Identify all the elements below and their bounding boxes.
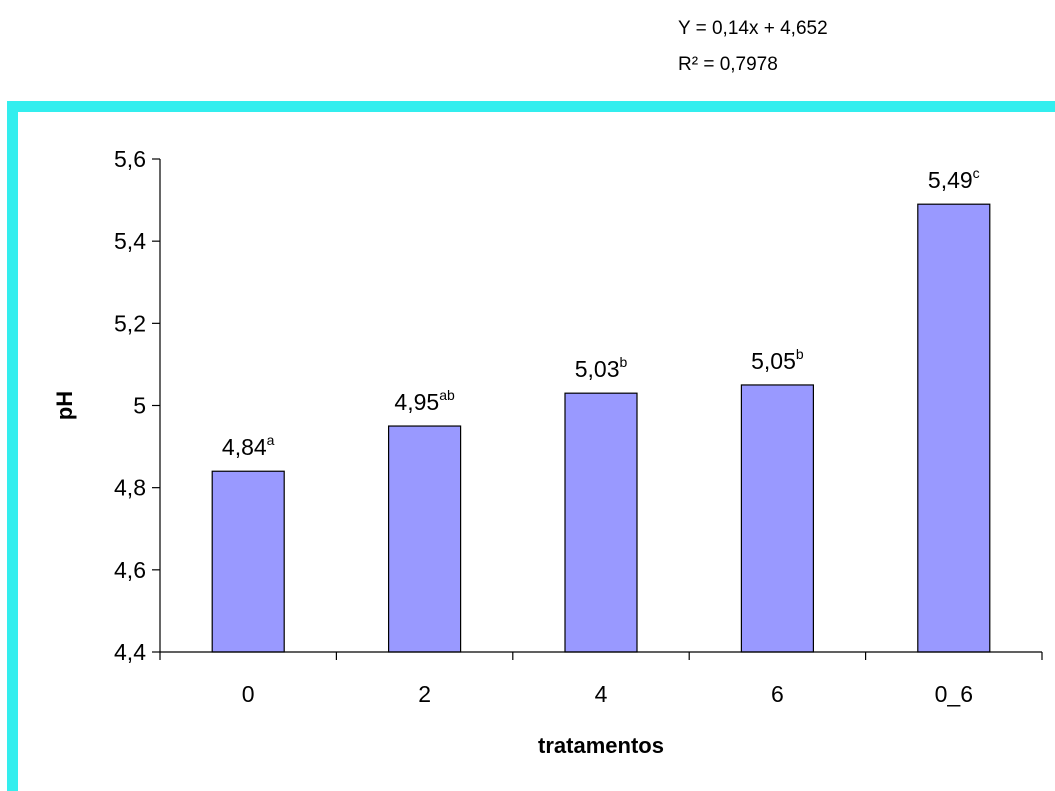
x-tick-label: 0: [242, 681, 255, 707]
bar-value-label: 5,49c: [928, 165, 980, 193]
y-tick-label: 4,4: [114, 639, 146, 665]
y-tick-label: 5,6: [114, 146, 146, 172]
bar-0: [211, 470, 285, 653]
x-tick-label: 4: [595, 681, 608, 707]
bar-0_6: [917, 203, 991, 653]
y-axis-ticks: 4,4 4,6 4,8 5 5,2 5,4 5,6: [114, 146, 160, 665]
bar-2: [388, 425, 462, 653]
x-tick-label: 6: [771, 681, 784, 707]
frame-border-left: [7, 101, 18, 791]
bar-value-label: 4,84a: [222, 432, 275, 460]
bars: [211, 203, 991, 653]
x-tick-label: 0_6: [935, 681, 973, 707]
regression-equation: Y = 0,14x + 4,652: [678, 18, 828, 39]
x-axis-title: tratamentos: [538, 733, 664, 758]
x-axis-ticks: 0 2 4 6 0_6: [159, 652, 1043, 707]
x-tick-label: 2: [418, 681, 431, 707]
y-tick-label: 4,6: [114, 557, 146, 583]
y-tick-label: 5,4: [114, 228, 146, 254]
r-squared-label: R² = 0,7978: [678, 54, 778, 75]
y-tick-label: 5,2: [114, 310, 146, 336]
y-tick-label: 5: [133, 393, 146, 419]
frame-border-top: [7, 101, 1055, 112]
y-axis-title: pH: [52, 391, 77, 420]
bar-value-labels: 4,84a 4,95ab 5,03b 5,05b 5,49c: [222, 165, 980, 460]
bar-value-label: 5,05b: [751, 346, 804, 374]
bar-value-label: 4,95ab: [394, 387, 455, 415]
bar-value-label: 5,03b: [575, 354, 628, 382]
bar-4: [564, 392, 638, 653]
bar-6: [740, 384, 815, 653]
y-tick-label: 4,8: [114, 475, 146, 501]
